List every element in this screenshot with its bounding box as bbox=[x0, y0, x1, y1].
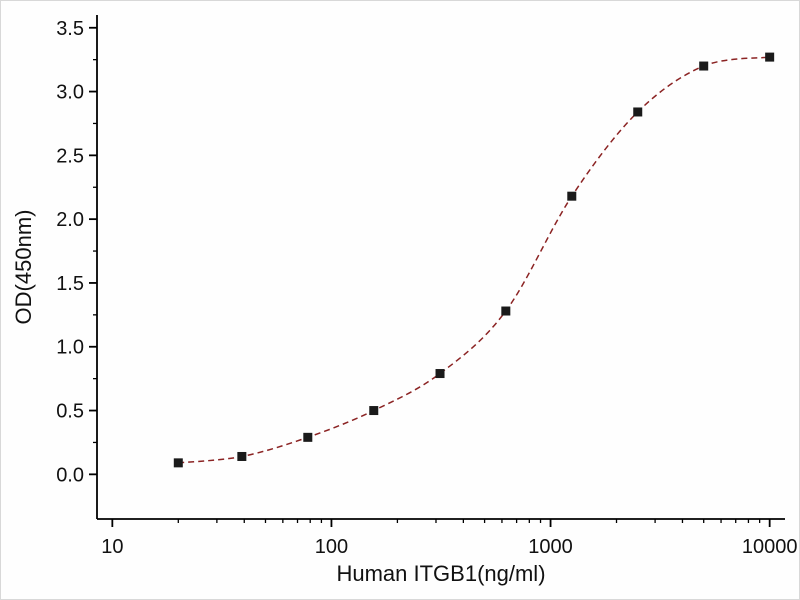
x-tick-label: 100 bbox=[315, 536, 348, 558]
y-tick-label: 3.0 bbox=[56, 82, 84, 104]
data-point-marker bbox=[173, 458, 183, 468]
y-tick-label: 0.5 bbox=[56, 401, 84, 423]
y-tick-label: 1.0 bbox=[56, 337, 84, 359]
data-point-marker bbox=[765, 52, 775, 62]
x-tick-label: 1000 bbox=[528, 536, 573, 558]
data-point-marker bbox=[567, 191, 577, 201]
data-point-marker bbox=[303, 432, 313, 442]
data-point-marker bbox=[501, 306, 511, 316]
y-tick-label: 2.5 bbox=[56, 145, 84, 167]
x-axis-title: Human ITGB1(ng/ml) bbox=[336, 561, 545, 586]
y-axis-title: OD(450nm) bbox=[11, 210, 36, 325]
fit-curve-line bbox=[178, 56, 770, 464]
x-tick-label: 10 bbox=[101, 536, 123, 558]
y-tick-label: 2.0 bbox=[56, 209, 84, 231]
data-point-marker bbox=[369, 406, 379, 416]
y-tick-label: 0.0 bbox=[56, 464, 84, 486]
x-tick-label: 10000 bbox=[742, 536, 798, 558]
data-point-marker bbox=[633, 107, 643, 117]
data-point-marker bbox=[699, 61, 709, 71]
y-tick-label: 1.5 bbox=[56, 273, 84, 295]
y-tick-label: 3.5 bbox=[56, 18, 84, 40]
data-point-marker bbox=[237, 451, 247, 461]
data-point-marker bbox=[435, 369, 445, 379]
